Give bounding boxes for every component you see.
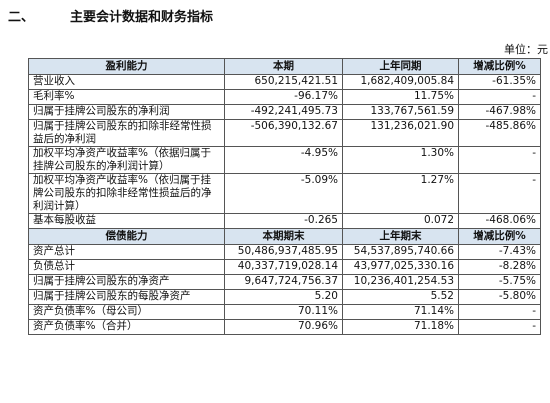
row-label: 加权平均净资产收益率%（依归属于挂牌公司股东的扣除非经常性损益后的净利润计算） (28, 173, 225, 214)
table-row: 资产负债率%（母公司） 70.11% 71.14% - (28, 304, 541, 320)
table-cell: -5.75% (458, 274, 541, 290)
row-label: 基本每股收益 (28, 213, 225, 229)
table-cell: 1.27% (342, 173, 459, 214)
table-row: 基本每股收益 -0.265 0.072 -468.06% (28, 213, 541, 229)
table-cell: 70.96% (224, 319, 343, 335)
table-cell: -61.35% (458, 74, 541, 90)
table-cell: -7.43% (458, 244, 541, 260)
table-header-row: 盈利能力 本期 上年同期 增减比例% (28, 58, 541, 75)
table-cell: 133,767,561.59 (342, 104, 459, 120)
table-row: 加权平均净资产收益率%（依据归属于挂牌公司股东的净利润计算） -4.95% 1.30… (28, 146, 541, 174)
table-cell: -5.09% (224, 173, 343, 214)
table-cell: 10,236,401,254.53 (342, 274, 459, 290)
row-label: 资产负债率%（合并） (28, 319, 225, 335)
table-cell: -468.06% (458, 213, 541, 229)
row-label: 资产总计 (28, 244, 225, 260)
table-row: 资产总计 50,486,937,485.95 54,537,895,740.66 -7… (28, 244, 541, 260)
table-cell: 71.18% (342, 319, 459, 335)
table-cell: -96.17% (224, 89, 343, 105)
table-row: 加权平均净资产收益率%（依归属于挂牌公司股东的扣除非经常性损益后的净利润计算） -… (28, 173, 541, 214)
unit-label: 单位：元 (504, 43, 548, 56)
table-row: 资产负债率%（合并） 70.96% 71.18% - (28, 319, 541, 335)
table-cell: 0.072 (342, 213, 459, 229)
table-cell: -8.28% (458, 259, 541, 275)
table-row: 负债总计 40,337,719,028.14 43,977,025,330.16 -8… (28, 259, 541, 275)
section-heading: 二、 主要会计数据和财务指标 (8, 6, 213, 25)
row-label: 资产负债率%（母公司） (28, 304, 225, 320)
table-cell: - (458, 319, 541, 335)
table-cell: -5.80% (458, 289, 541, 305)
column-header: 本期期末 (224, 228, 343, 245)
row-label: 营业收入 (28, 74, 225, 90)
table-cell: -485.86% (458, 119, 541, 147)
table-row: 归属于挂牌公司股东的扣除非经常性损益后的净利润 -506,390,132.67 13… (28, 119, 541, 147)
column-header: 本期 (224, 58, 343, 75)
table-cell: 5.52 (342, 289, 459, 305)
table-cell: -506,390,132.67 (224, 119, 343, 147)
table-cell: 54,537,895,740.66 (342, 244, 459, 260)
table-row: 归属于挂牌公司股东的每股净资产 5.20 5.52 -5.80% (28, 289, 541, 305)
row-label: 归属于挂牌公司股东的每股净资产 (28, 289, 225, 305)
table-cell: -0.265 (224, 213, 343, 229)
table-cell: 40,337,719,028.14 (224, 259, 343, 275)
table-cell: 70.11% (224, 304, 343, 320)
table-row: 归属于挂牌公司股东的净资产 9,647,724,756.37 10,236,401,… (28, 274, 541, 290)
table-row: 营业收入 650,215,421.51 1,682,409,005.84 -61.35… (28, 74, 541, 90)
table-cell: -492,241,495.73 (224, 104, 343, 120)
table-cell: 1,682,409,005.84 (342, 74, 459, 90)
table-cell: 650,215,421.51 (224, 74, 343, 90)
row-label: 归属于挂牌公司股东的扣除非经常性损益后的净利润 (28, 119, 225, 147)
table-cell: 71.14% (342, 304, 459, 320)
table-cell: - (458, 89, 541, 105)
table-cell: 50,486,937,485.95 (224, 244, 343, 260)
table-cell: 43,977,025,330.16 (342, 259, 459, 275)
table-cell: - (458, 173, 541, 214)
financial-table: 盈利能力 本期 上年同期 增减比例% 营业收入 650,215,421.51 1,682,4… (28, 58, 541, 335)
column-header: 上年同期 (342, 58, 459, 75)
table-cell: 131,236,021.90 (342, 119, 459, 147)
section-number: 二、 (8, 10, 35, 25)
table-cell: 1.30% (342, 146, 459, 174)
table-cell: - (458, 146, 541, 174)
table-cell: -4.95% (224, 146, 343, 174)
row-label: 加权平均净资产收益率%（依据归属于挂牌公司股东的净利润计算） (28, 146, 225, 174)
table-header-row: 偿债能力 本期期末 上年期末 增减比例% (28, 228, 541, 245)
row-label: 负债总计 (28, 259, 225, 275)
table-row: 毛利率% -96.17% 11.75% - (28, 89, 541, 105)
table-cell: 9,647,724,756.37 (224, 274, 343, 290)
row-label: 归属于挂牌公司股东的净资产 (28, 274, 225, 290)
column-header: 增减比例% (458, 228, 541, 245)
table-cell: 5.20 (224, 289, 343, 305)
row-label: 归属于挂牌公司股东的净利润 (28, 104, 225, 120)
table-cell: -467.98% (458, 104, 541, 120)
table-cell: - (458, 304, 541, 320)
column-header: 增减比例% (458, 58, 541, 75)
column-header: 盈利能力 (28, 58, 225, 75)
table-cell: 11.75% (342, 89, 459, 105)
column-header: 上年期末 (342, 228, 459, 245)
row-label: 毛利率% (28, 89, 225, 105)
section-title: 主要会计数据和财务指标 (70, 10, 214, 25)
column-header: 偿债能力 (28, 228, 225, 245)
table-row: 归属于挂牌公司股东的净利润 -492,241,495.73 133,767,561.… (28, 104, 541, 120)
